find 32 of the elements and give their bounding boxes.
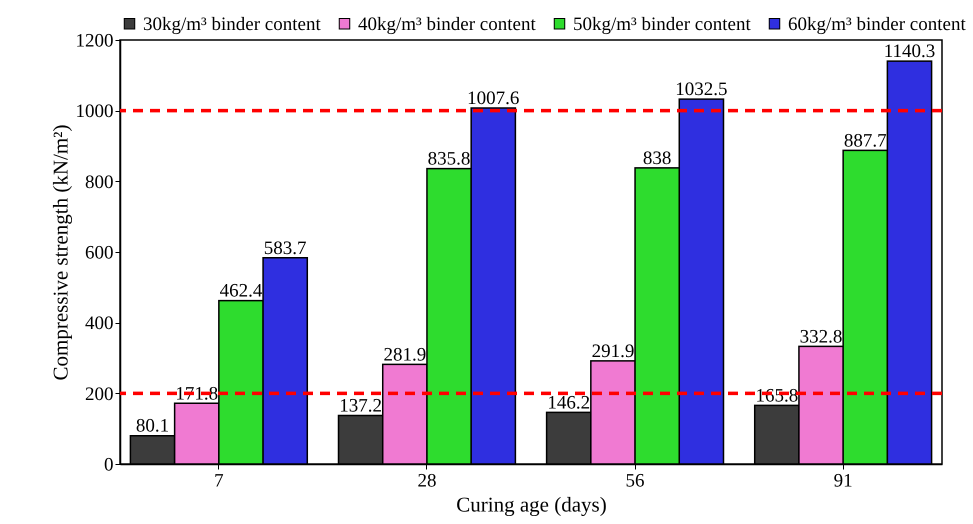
- y-tick-label: 1200: [76, 30, 114, 52]
- y-tick-label: 800: [85, 172, 114, 193]
- data-label: 332.8: [800, 326, 842, 348]
- y-tick-label: 200: [85, 384, 114, 405]
- data-label: 835.8: [428, 148, 470, 170]
- data-label: 80.1: [136, 416, 170, 437]
- y-tick-label: 1000: [76, 101, 114, 122]
- legend-label: 50kg/m³ binder content: [573, 14, 752, 35]
- legend-label: 30kg/m³ binder content: [143, 14, 322, 35]
- data-label: 171.8: [175, 383, 218, 404]
- x-tick-label: 7: [214, 470, 224, 492]
- data-label: 462.4: [220, 280, 263, 302]
- data-label: 1140.3: [884, 41, 936, 62]
- data-label: 1007.6: [467, 88, 520, 109]
- legend-label: 60kg/m³ binder content: [788, 14, 966, 35]
- data-label: 1032.5: [675, 79, 728, 100]
- x-axis-title: Curing age (days): [456, 492, 607, 516]
- data-label: 146.2: [547, 392, 590, 414]
- x-tick-label: 28: [417, 470, 436, 492]
- data-label: 291.9: [592, 340, 634, 362]
- data-label: 137.2: [339, 396, 382, 417]
- data-label: 838: [642, 148, 672, 169]
- data-label: 281.9: [383, 344, 426, 366]
- data-label: 887.7: [844, 130, 887, 152]
- y-axis-title: Compressive strength (kN/m²): [48, 124, 72, 380]
- x-tick-label: 56: [626, 470, 645, 492]
- y-tick-label: 400: [85, 313, 114, 334]
- y-tick-label: 600: [85, 242, 114, 264]
- y-tick-label: 0: [104, 454, 114, 476]
- data-label: 583.7: [264, 238, 307, 259]
- x-tick-label: 91: [834, 470, 853, 492]
- legend-label: 40kg/m³ binder content: [358, 14, 536, 35]
